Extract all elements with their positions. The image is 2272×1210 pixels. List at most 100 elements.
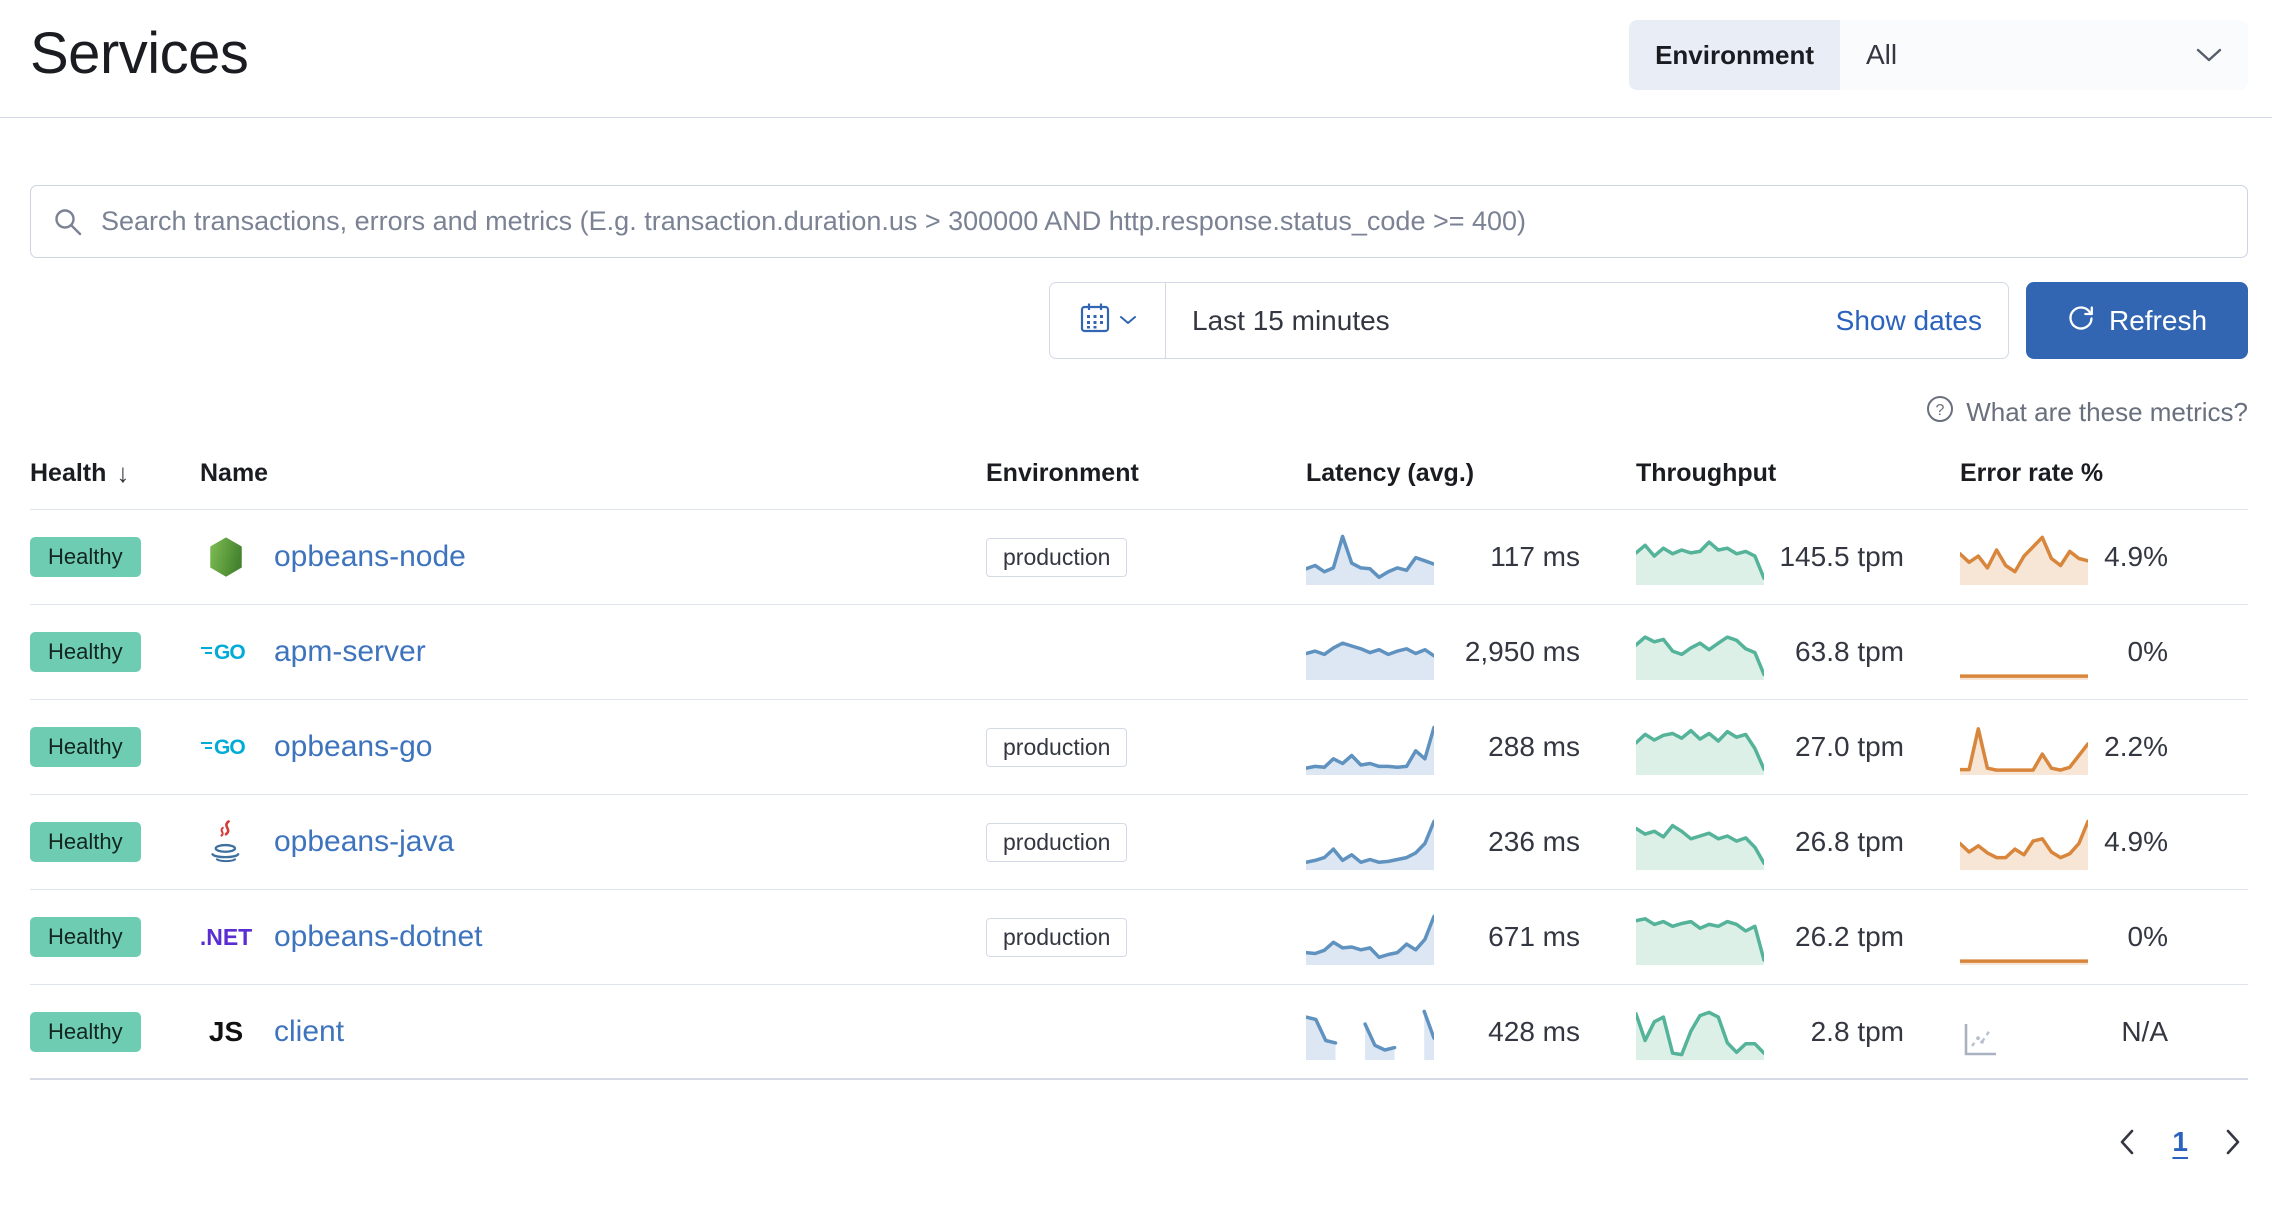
service-name-link[interactable]: opbeans-node bbox=[274, 540, 466, 573]
service-name-link[interactable]: opbeans-go bbox=[274, 730, 433, 763]
error-rate-sparkline bbox=[1960, 624, 2088, 680]
latency-sparkline bbox=[1306, 814, 1434, 870]
environment-filter-label: Environment bbox=[1629, 20, 1840, 90]
health-badge: Healthy bbox=[30, 537, 141, 577]
latency-sparkline bbox=[1306, 909, 1434, 965]
latency-sparkline bbox=[1306, 719, 1434, 775]
column-header-environment[interactable]: Environment bbox=[986, 459, 1139, 487]
column-header-latency[interactable]: Latency (avg.) bbox=[1306, 459, 1475, 487]
environment-badge: production bbox=[986, 917, 1128, 957]
column-header-health[interactable]: Health ↓ bbox=[30, 458, 130, 488]
search-input[interactable] bbox=[101, 206, 2225, 237]
show-dates-link[interactable]: Show dates bbox=[1835, 304, 1982, 336]
error-rate-sparkline bbox=[1960, 814, 2088, 870]
throughput-value: 145.5 tpm bbox=[1779, 541, 1904, 572]
latency-value: 2,950 ms bbox=[1464, 636, 1580, 667]
throughput-sparkline bbox=[1636, 814, 1764, 870]
page-title: Services bbox=[30, 21, 249, 86]
question-circle-icon: ? bbox=[1926, 395, 1954, 430]
throughput-sparkline bbox=[1636, 624, 1764, 680]
svg-text:?: ? bbox=[1936, 402, 1945, 419]
environment-filter-value: All bbox=[1866, 39, 1898, 70]
latency-sparkline bbox=[1306, 529, 1434, 585]
environment-filter-select[interactable]: All bbox=[1840, 20, 2248, 90]
column-header-name[interactable]: Name bbox=[200, 459, 269, 487]
go-icon: GO bbox=[200, 734, 252, 760]
table-header-row: Health ↓ Name Environment Latency (avg.)… bbox=[30, 458, 2248, 510]
throughput-sparkline bbox=[1636, 529, 1764, 585]
throughput-sparkline bbox=[1636, 1004, 1764, 1060]
sort-descending-icon: ↓ bbox=[116, 458, 130, 488]
super-date-picker: Last 15 minutes Show dates bbox=[1049, 282, 2009, 359]
pagination: 1 bbox=[0, 1126, 2272, 1158]
service-name-link[interactable]: opbeans-java bbox=[274, 825, 455, 858]
previous-page-button[interactable] bbox=[2118, 1128, 2136, 1156]
error-rate-sparkline bbox=[1960, 909, 2088, 965]
throughput-value: 26.8 tpm bbox=[1795, 826, 1904, 857]
refresh-icon bbox=[2067, 303, 2095, 338]
service-name-link[interactable]: opbeans-dotnet bbox=[274, 920, 483, 953]
svg-text:GO: GO bbox=[214, 736, 245, 759]
error-rate-value: 2.2% bbox=[2104, 731, 2168, 762]
latency-value: 117 ms bbox=[1490, 541, 1580, 572]
environment-filter[interactable]: Environment All bbox=[1629, 20, 2248, 90]
dotnet-icon: .NET bbox=[199, 923, 253, 950]
error-rate-sparkline bbox=[1960, 719, 2088, 775]
table-row: Healthy JS client 428 ms 2.8 tpm N/A bbox=[30, 985, 2248, 1080]
environment-badge: production bbox=[986, 822, 1128, 862]
table-body: Healthy opbeans-node production 117 ms 1… bbox=[30, 510, 2248, 1080]
error-rate-sparkline bbox=[1960, 529, 2088, 585]
error-rate-value: 4.9% bbox=[2104, 826, 2168, 857]
throughput-value: 26.2 tpm bbox=[1795, 921, 1904, 952]
date-picker-row: Last 15 minutes Show dates Refresh bbox=[0, 282, 2272, 359]
column-header-throughput[interactable]: Throughput bbox=[1636, 459, 1777, 487]
error-rate-value: 0% bbox=[2127, 636, 2168, 667]
error-rate-value: 4.9% bbox=[2104, 541, 2168, 572]
throughput-value: 2.8 tpm bbox=[1810, 1015, 1904, 1047]
go-icon: GO bbox=[200, 639, 252, 665]
health-badge: Healthy bbox=[30, 1011, 141, 1052]
header-divider bbox=[0, 117, 2272, 118]
table-row: Healthy .NET opbeans-dotnet production 6… bbox=[30, 890, 2248, 985]
refresh-button[interactable]: Refresh bbox=[2026, 282, 2248, 359]
table-row: Healthy GO apm-server 2,950 ms 63.8 tpm … bbox=[30, 605, 2248, 700]
environment-badge: production bbox=[986, 727, 1128, 767]
health-badge: Healthy bbox=[30, 632, 141, 672]
java-icon bbox=[200, 820, 252, 864]
service-name-link[interactable]: apm-server bbox=[274, 635, 426, 668]
latency-value: 428 ms bbox=[1488, 1015, 1580, 1047]
js-icon: JS bbox=[208, 1015, 244, 1047]
svg-text:GO: GO bbox=[214, 641, 245, 664]
table-row: Healthy opbeans-node production 117 ms 1… bbox=[30, 510, 2248, 605]
nodejs-icon bbox=[200, 536, 252, 578]
chevron-down-icon bbox=[1119, 312, 1136, 330]
latency-sparkline bbox=[1306, 624, 1434, 680]
error-rate-value: 0% bbox=[2127, 921, 2168, 952]
table-row: Healthy GO opbeans-go production 288 ms … bbox=[30, 700, 2248, 795]
date-range-value[interactable]: Last 15 minutes bbox=[1192, 304, 1390, 336]
service-name-link[interactable]: client bbox=[274, 1014, 345, 1048]
latency-value: 236 ms bbox=[1488, 826, 1580, 857]
services-table: Health ↓ Name Environment Latency (avg.)… bbox=[30, 458, 2248, 1080]
search-icon bbox=[53, 207, 83, 237]
throughput-value: 63.8 tpm bbox=[1795, 636, 1904, 667]
next-page-button[interactable] bbox=[2224, 1128, 2242, 1156]
environment-badge: production bbox=[986, 537, 1128, 577]
search-bar[interactable] bbox=[30, 185, 2248, 258]
calendar-menu-button[interactable] bbox=[1050, 283, 1166, 358]
page-number-1[interactable]: 1 bbox=[2172, 1126, 2188, 1157]
health-badge: Healthy bbox=[30, 727, 141, 767]
column-header-error-rate[interactable]: Error rate % bbox=[1960, 459, 2104, 487]
chevron-down-icon bbox=[2196, 47, 2222, 63]
health-badge: Healthy bbox=[30, 917, 141, 957]
latency-value: 288 ms bbox=[1488, 731, 1580, 762]
health-badge: Healthy bbox=[30, 822, 141, 862]
throughput-sparkline bbox=[1636, 719, 1764, 775]
metrics-help-link[interactable]: ? What are these metrics? bbox=[0, 395, 2272, 430]
metrics-help-label: What are these metrics? bbox=[1966, 397, 2248, 427]
table-row: Healthy opbeans-java production 236 ms 2… bbox=[30, 795, 2248, 890]
throughput-value: 27.0 tpm bbox=[1795, 731, 1904, 762]
error-rate-value: N/A bbox=[2121, 1015, 2168, 1047]
throughput-sparkline bbox=[1636, 909, 1764, 965]
